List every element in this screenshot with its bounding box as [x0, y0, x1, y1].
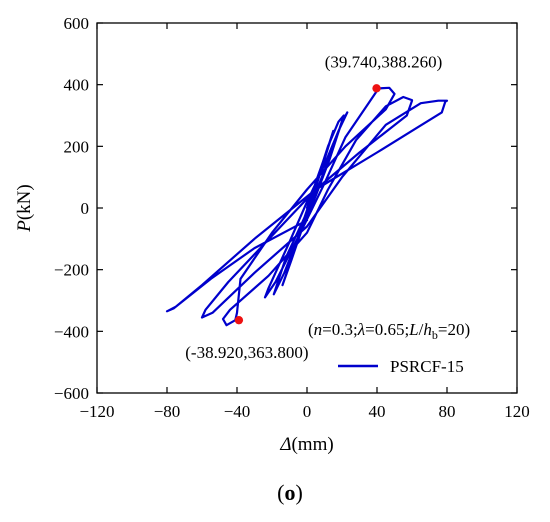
x-tick-label: 80	[439, 402, 456, 421]
panel-label: (o)	[277, 480, 303, 505]
y-tick-label: −400	[54, 322, 89, 341]
peak-marker	[372, 84, 381, 93]
y-axis-symbol: P	[14, 220, 35, 233]
y-tick-label: −600	[54, 384, 89, 403]
annotation-group: (39.740,388.260) (-38.920,363.800)	[185, 52, 442, 362]
peak-label: (39.740,388.260)	[325, 52, 443, 71]
series-group	[165, 86, 449, 327]
series-line-psrcf-15	[165, 86, 449, 327]
params-lambda-val: =0.65;	[365, 320, 409, 339]
x-tick-label: −40	[224, 402, 251, 421]
params-h-var: h	[423, 320, 432, 339]
x-tick-labels: −120 −80 −40 0 40 80 120	[79, 402, 529, 421]
y-tick-label: 400	[64, 76, 90, 95]
x-axis-symbol: Δ	[279, 434, 291, 455]
axis-ticks	[96, 22, 518, 394]
peak-label: (-38.920,363.800)	[185, 343, 308, 362]
x-tick-label: −120	[79, 402, 114, 421]
x-tick-label: 0	[303, 402, 312, 421]
params-slash: /	[419, 320, 424, 339]
y-axis-title: P(kN)	[14, 184, 35, 233]
params-h-val: =20)	[438, 320, 470, 339]
x-tick-label: −80	[154, 402, 181, 421]
params-label: (n=0.3;λ=0.65;L/hb=20)	[308, 320, 470, 342]
panel-label-open: (	[277, 480, 284, 505]
x-tick-label: 40	[369, 402, 386, 421]
y-tick-labels: −600 −400 −200 0 200 400 600	[54, 14, 89, 403]
params-open: (	[308, 320, 314, 339]
y-tick-label: 600	[64, 14, 90, 33]
params-n-val: =0.3;	[322, 320, 358, 339]
legend-label-psrcf-15: PSRCF-15	[390, 357, 464, 376]
x-tick-label: 120	[504, 402, 530, 421]
params-lambda-var: λ	[357, 320, 365, 339]
params-n-var: n	[314, 320, 323, 339]
panel-label-letter: o	[285, 480, 296, 505]
x-axis-title: Δ(mm)	[279, 434, 333, 455]
params-h-sub: b	[432, 328, 438, 342]
y-axis-unit: (kN)	[14, 184, 35, 220]
params-l-var: L	[408, 320, 418, 339]
x-axis-unit: (mm)	[291, 434, 333, 455]
legend: PSRCF-15	[338, 357, 464, 376]
y-tick-label: 200	[64, 137, 90, 156]
y-tick-label: 0	[81, 199, 90, 218]
peak-marker	[234, 315, 244, 325]
y-tick-label: −200	[54, 261, 89, 280]
panel-label-close: )	[296, 480, 303, 505]
